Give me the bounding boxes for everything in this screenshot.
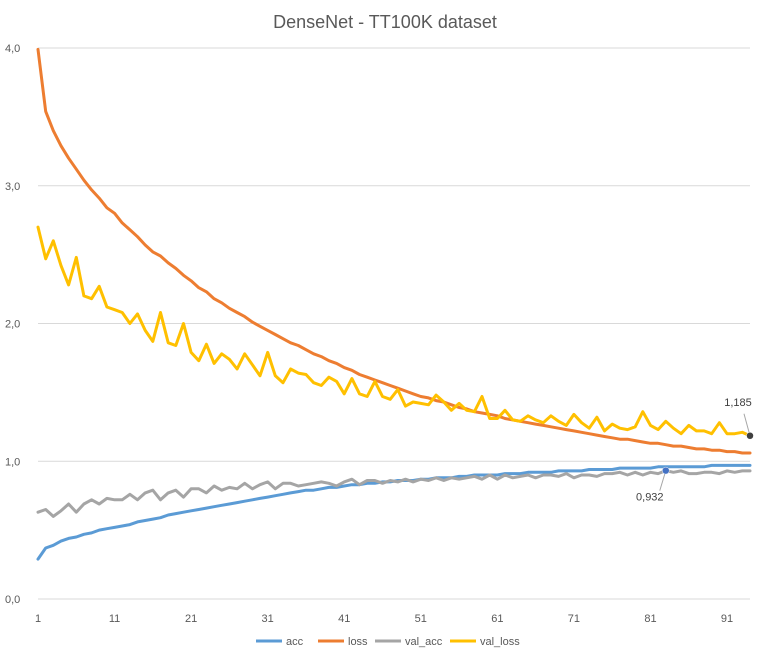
x-tick-label: 21 xyxy=(185,613,197,625)
x-tick-label: 91 xyxy=(721,613,733,625)
x-axis-ticks: 1 11 21 31 41 51 61 71 81 91 xyxy=(35,613,733,625)
y-tick-label: 0,0 xyxy=(5,594,20,606)
x-tick-label: 81 xyxy=(644,613,656,625)
x-tick-label: 31 xyxy=(262,613,274,625)
series-line-val-acc xyxy=(36,469,752,518)
y-tick-label: 4,0 xyxy=(5,43,20,55)
x-tick-label: 61 xyxy=(491,613,503,625)
legend-label-val-acc: val_acc xyxy=(405,636,443,648)
series-lines xyxy=(36,47,752,561)
series-line-acc xyxy=(36,463,752,561)
x-tick-label: 71 xyxy=(568,613,580,625)
annotation-leader xyxy=(743,413,751,436)
series-line-val-loss xyxy=(36,225,752,438)
annotation-label-val-loss: 1,185 xyxy=(724,397,752,409)
legend: acc loss val_acc val_loss xyxy=(256,636,520,648)
annotations: 1,185 0,932 xyxy=(636,397,754,504)
y-tick-label: 3,0 xyxy=(5,181,20,193)
legend-label-loss: loss xyxy=(348,636,368,648)
gridlines xyxy=(38,47,750,600)
x-tick-label: 11 xyxy=(109,613,120,625)
legend-label-val-loss: val_loss xyxy=(480,636,520,648)
chart-title: DenseNet - TT100K dataset xyxy=(273,12,497,32)
y-axis-ticks: 0,0 1,0 2,0 3,0 4,0 xyxy=(5,43,20,606)
x-tick-label: 41 xyxy=(338,613,350,625)
annotation-marker xyxy=(746,432,754,440)
y-tick-label: 2,0 xyxy=(5,319,20,331)
y-tick-label: 1,0 xyxy=(5,456,20,468)
series-line-loss xyxy=(36,47,752,455)
annotation-marker xyxy=(662,466,670,475)
x-tick-label: 1 xyxy=(35,613,41,625)
annotation-label-val-acc: 0,932 xyxy=(636,492,664,504)
x-tick-label: 51 xyxy=(415,613,427,625)
legend-label-acc: acc xyxy=(286,636,304,648)
